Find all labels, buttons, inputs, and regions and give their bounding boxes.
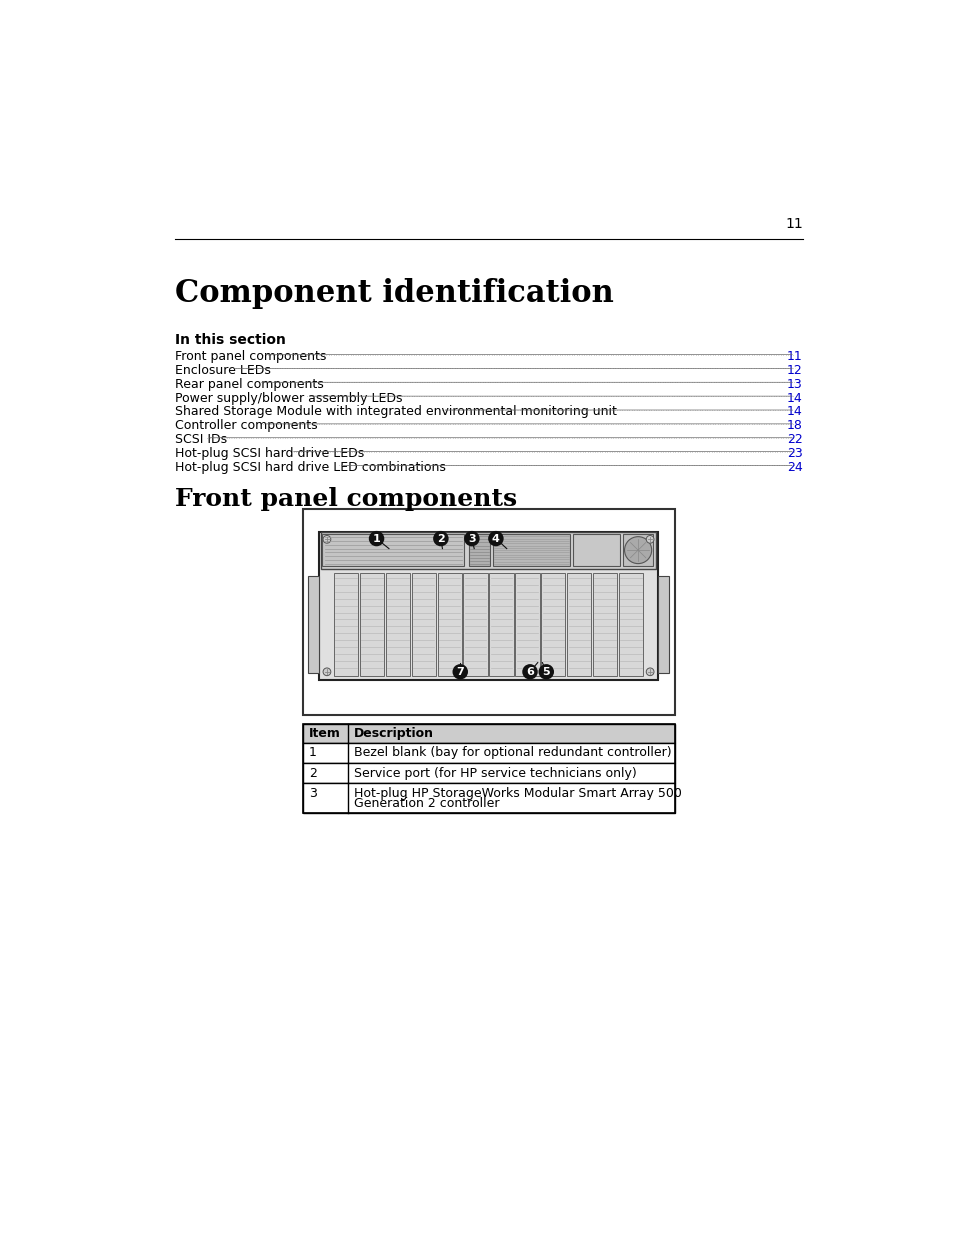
Text: 7: 7 xyxy=(456,667,464,677)
Text: Shared Storage Module with integrated environmental monitoring unit: Shared Storage Module with integrated en… xyxy=(174,405,617,419)
Circle shape xyxy=(537,664,554,679)
Text: 1: 1 xyxy=(309,746,316,760)
Text: 22: 22 xyxy=(786,433,802,446)
Circle shape xyxy=(323,668,331,676)
Circle shape xyxy=(369,531,384,546)
Text: 24: 24 xyxy=(786,461,802,474)
Text: Hot-plug SCSI hard drive LED combinations: Hot-plug SCSI hard drive LED combination… xyxy=(174,461,445,474)
Bar xyxy=(592,573,617,677)
Bar xyxy=(411,573,436,677)
Text: 4: 4 xyxy=(492,534,499,543)
Bar xyxy=(322,534,464,567)
Bar xyxy=(303,742,674,763)
Text: 14: 14 xyxy=(786,391,802,405)
Bar xyxy=(334,573,358,677)
Text: Power supply/blower assembly LEDs: Power supply/blower assembly LEDs xyxy=(174,391,402,405)
Text: Description: Description xyxy=(354,727,434,740)
Circle shape xyxy=(452,664,468,679)
Circle shape xyxy=(521,664,537,679)
Text: Rear panel components: Rear panel components xyxy=(174,378,323,390)
Text: Hot-plug HP StorageWorks Modular Smart Array 500: Hot-plug HP StorageWorks Modular Smart A… xyxy=(354,787,681,799)
Bar xyxy=(320,531,656,568)
Text: 14: 14 xyxy=(786,405,802,419)
Bar xyxy=(437,573,461,677)
Text: 1: 1 xyxy=(373,534,380,543)
Text: 6: 6 xyxy=(525,667,534,677)
Text: Item: Item xyxy=(309,727,340,740)
Text: Component identification: Component identification xyxy=(174,278,614,309)
Bar xyxy=(303,763,674,783)
Bar xyxy=(658,577,668,673)
Text: Generation 2 controller: Generation 2 controller xyxy=(354,798,499,810)
Text: 3: 3 xyxy=(468,534,476,543)
Text: 23: 23 xyxy=(786,447,802,459)
Text: Hot-plug SCSI hard drive LEDs: Hot-plug SCSI hard drive LEDs xyxy=(174,447,364,459)
Bar xyxy=(493,534,570,567)
Bar xyxy=(515,573,539,677)
Circle shape xyxy=(488,531,503,546)
Text: Front panel components: Front panel components xyxy=(174,487,517,511)
Bar xyxy=(618,573,642,677)
Bar xyxy=(489,573,513,677)
Text: 11: 11 xyxy=(784,217,802,231)
Text: 3: 3 xyxy=(309,787,316,799)
Text: 12: 12 xyxy=(786,364,802,377)
Text: 2: 2 xyxy=(309,767,316,779)
Circle shape xyxy=(433,531,448,546)
Text: In this section: In this section xyxy=(174,333,286,347)
Text: 5: 5 xyxy=(542,667,550,677)
Circle shape xyxy=(645,668,654,676)
Text: Controller components: Controller components xyxy=(174,419,321,432)
Circle shape xyxy=(323,536,331,543)
Circle shape xyxy=(624,537,651,563)
Text: Front panel components: Front panel components xyxy=(174,350,326,363)
Bar xyxy=(573,534,619,567)
Circle shape xyxy=(645,536,654,543)
Bar xyxy=(622,534,653,567)
Text: Bezel blank (bay for optional redundant controller): Bezel blank (bay for optional redundant … xyxy=(354,746,671,760)
Bar xyxy=(566,573,591,677)
Text: Enclosure LEDs: Enclosure LEDs xyxy=(174,364,271,377)
Bar xyxy=(468,534,490,567)
Bar xyxy=(319,531,658,679)
Bar xyxy=(463,573,487,677)
Bar xyxy=(359,573,384,677)
Circle shape xyxy=(464,531,479,546)
Text: 11: 11 xyxy=(786,350,802,363)
Bar xyxy=(303,724,674,814)
Text: 18: 18 xyxy=(786,419,802,432)
Text: 13: 13 xyxy=(786,378,802,390)
Bar xyxy=(308,577,319,673)
Bar xyxy=(540,573,565,677)
Bar xyxy=(303,724,674,742)
Text: SCSI IDs: SCSI IDs xyxy=(174,433,227,446)
Text: 2: 2 xyxy=(436,534,444,543)
Bar xyxy=(303,783,674,814)
Text: Service port (for HP service technicians only): Service port (for HP service technicians… xyxy=(354,767,637,779)
Bar xyxy=(303,509,674,715)
Bar xyxy=(385,573,410,677)
